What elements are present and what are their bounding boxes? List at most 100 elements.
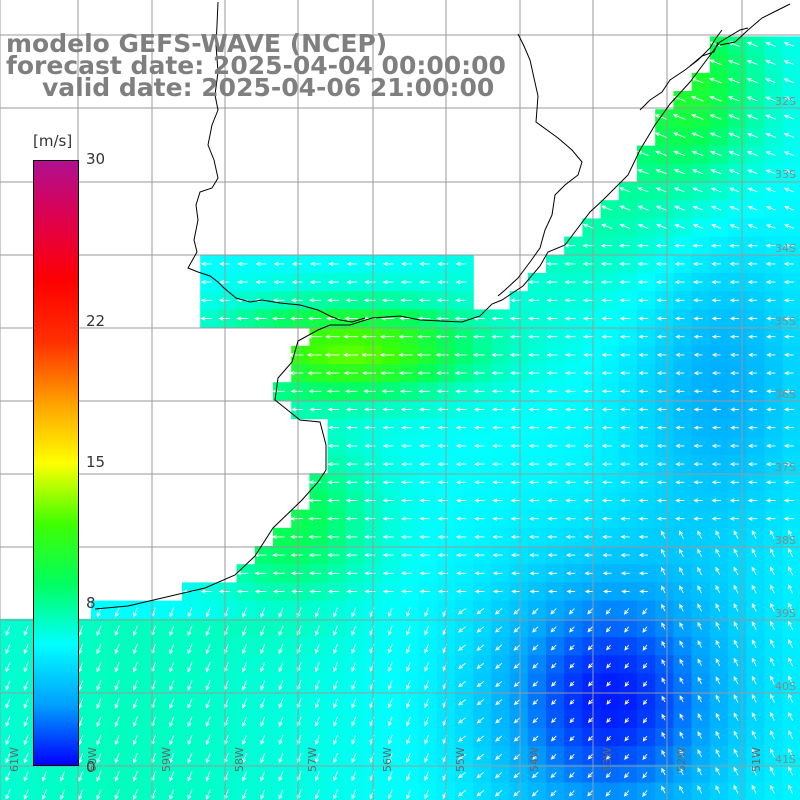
wind-arrow <box>606 663 611 669</box>
wind-arrow <box>783 187 794 193</box>
wind-arrow <box>78 771 84 782</box>
wind-arrow <box>254 589 267 594</box>
wind-arrow <box>679 676 684 685</box>
wind-arrow <box>546 370 558 376</box>
wind-arrow <box>455 425 467 430</box>
wind-arrow <box>132 752 138 764</box>
wind-arrow <box>362 370 377 376</box>
wind-arrow <box>679 603 684 612</box>
wind-arrow <box>783 316 794 321</box>
wind-arrow <box>345 571 358 576</box>
wind-arrow <box>437 480 449 485</box>
wind-arrow <box>278 680 284 691</box>
wind-arrow <box>693 316 703 321</box>
wind-arrow <box>679 530 684 539</box>
wind-arrow <box>326 516 340 521</box>
wind-arrow <box>637 243 649 248</box>
wind-arrow <box>587 626 593 633</box>
wind-arrow <box>333 771 338 782</box>
wind-arrow <box>675 407 685 412</box>
wind-arrow <box>495 662 503 669</box>
wind-arrow <box>494 771 503 779</box>
wind-arrow <box>436 316 449 321</box>
wind-arrow <box>711 298 721 303</box>
wind-arrow <box>494 790 503 797</box>
wind-arrow <box>715 784 721 794</box>
wind-arrow <box>96 752 102 764</box>
wind-speed-cell <box>618 728 638 747</box>
wind-arrow <box>242 752 248 764</box>
wind-arrow <box>513 662 521 669</box>
longitude-label: 55W <box>454 747 467 772</box>
wind-arrow <box>729 187 740 193</box>
wind-arrow <box>569 681 575 687</box>
wind-arrow <box>697 785 703 794</box>
wind-arrow <box>382 425 394 430</box>
wind-arrow <box>729 224 740 229</box>
wind-arrow <box>528 352 540 358</box>
wind-arrow <box>400 480 412 485</box>
wind-arrow <box>733 548 739 558</box>
wind-arrow <box>23 625 29 637</box>
wind-arrow <box>417 352 431 358</box>
wind-arrow <box>709 114 722 120</box>
wind-arrow <box>728 150 740 157</box>
wind-arrow <box>711 352 721 358</box>
wind-arrow <box>205 607 211 618</box>
wind-arrow <box>260 698 266 709</box>
colorbar-tick: 15 <box>86 453 106 471</box>
wind-arrow <box>200 589 212 594</box>
wind-arrow <box>272 316 285 321</box>
wind-arrow <box>783 243 794 248</box>
wind-arrow <box>333 662 338 673</box>
wind-arrow <box>733 602 739 612</box>
wind-arrow <box>715 676 721 685</box>
wind-arrow <box>675 334 685 339</box>
wind-arrow <box>364 589 376 594</box>
wind-arrow <box>655 261 667 267</box>
wind-arrow <box>205 771 211 782</box>
wind-arrow <box>457 608 466 615</box>
wind-arrow <box>550 608 557 615</box>
wind-arrow <box>400 425 412 430</box>
wind-arrow <box>675 425 685 430</box>
wind-arrow <box>333 734 338 746</box>
wind-arrow <box>564 316 576 321</box>
wind-arrow <box>437 407 449 412</box>
wind-arrow <box>748 425 758 430</box>
wind-arrow <box>642 644 648 651</box>
wind-arrow <box>314 716 320 727</box>
wind-arrow <box>169 698 175 710</box>
wind-arrow <box>661 731 666 739</box>
wind-arrow <box>769 657 775 667</box>
wind-arrow <box>733 694 739 703</box>
wind-arrow <box>620 498 630 503</box>
wind-arrow <box>435 334 449 339</box>
wind-arrow <box>23 716 29 728</box>
wind-arrow <box>709 77 722 84</box>
island-coast <box>689 41 719 67</box>
wind-arrow <box>728 132 740 138</box>
wind-arrow <box>747 169 758 175</box>
wind-arrow <box>382 589 394 594</box>
wind-arrow <box>513 644 521 651</box>
wind-arrow <box>624 626 630 633</box>
wind-arrow <box>132 716 138 728</box>
wind-arrow <box>364 461 376 467</box>
wind-arrow <box>345 498 358 503</box>
wind-arrow <box>730 407 739 412</box>
wind-arrow <box>399 389 413 394</box>
wind-arrow <box>639 589 648 594</box>
wind-arrow <box>747 516 758 521</box>
wind-arrow <box>729 316 739 321</box>
wind-arrow <box>550 735 557 742</box>
latitude-label: 34S <box>775 242 796 255</box>
wind-arrow <box>674 298 685 303</box>
wind-arrow <box>382 407 394 412</box>
wind-arrow <box>710 205 722 211</box>
wind-arrow <box>550 662 557 669</box>
wind-arrow <box>324 352 340 358</box>
wind-arrow <box>437 552 449 558</box>
wind-arrow <box>765 243 776 248</box>
wind-arrow <box>675 498 685 503</box>
